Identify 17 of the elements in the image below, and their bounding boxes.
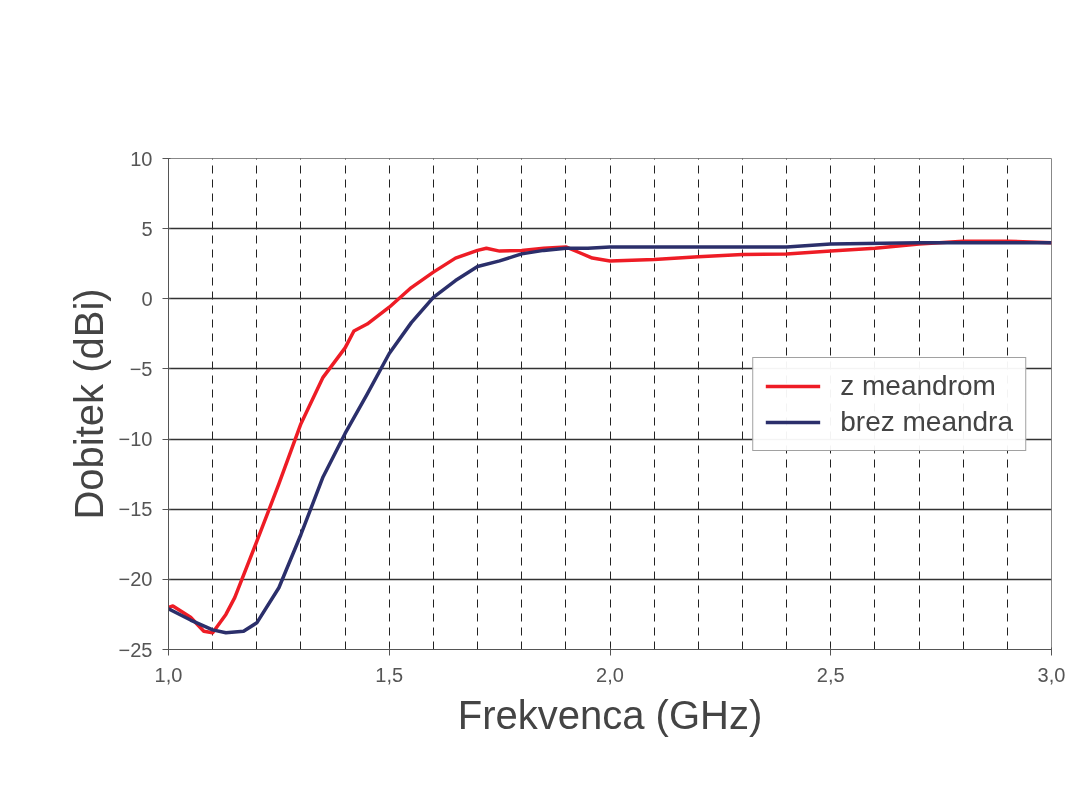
legend-label: brez meandra (840, 405, 1013, 438)
y-tick-label: 10 (130, 147, 153, 170)
legend-label: z meandrom (840, 369, 996, 402)
y-tick-label: −5 (129, 357, 153, 380)
x-tick-label: 3,0 (1037, 663, 1066, 686)
x-tick-label: 1,0 (154, 663, 183, 686)
y-tick-label: 5 (141, 217, 153, 240)
y-tick-label: −20 (118, 568, 153, 591)
x-tick-label: 2,0 (596, 663, 624, 686)
y-tick-label: −15 (118, 498, 153, 521)
y-axis-title: Dobitek (dBi) (66, 288, 111, 520)
x-tick-label: 2,5 (816, 663, 845, 686)
y-tick-label: 0 (141, 287, 153, 310)
x-axis-title: Frekvenca (GHz) (457, 692, 763, 737)
y-tick-label: −25 (118, 638, 153, 661)
x-tick-label: 1,5 (375, 663, 404, 686)
y-tick-label: −10 (118, 428, 153, 451)
